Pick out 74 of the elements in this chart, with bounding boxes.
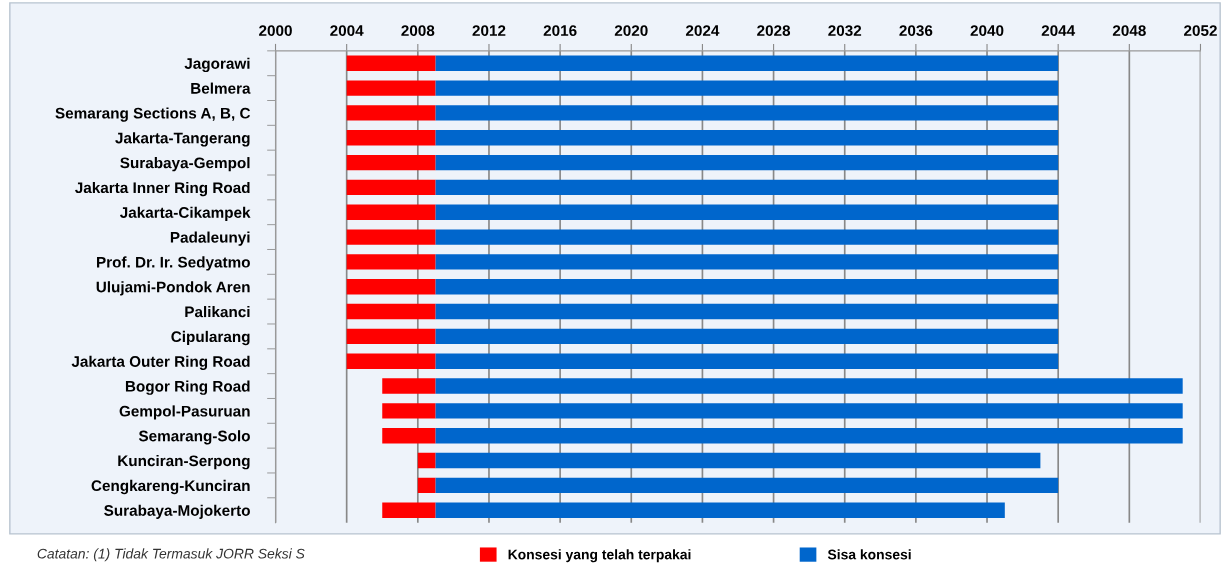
x-tick-label: 2040 — [970, 25, 1004, 37]
bar — [435, 154, 1059, 171]
y-tick-label: Semarang Sections A, B, C — [55, 107, 251, 122]
bar — [435, 204, 1059, 220]
x-tick-label: 2032 — [828, 25, 862, 37]
bar — [346, 55, 436, 71]
x-tick-label: 2052 — [1184, 25, 1217, 37]
bar — [382, 502, 436, 518]
y-tick-label: Gempol-Pasuruan — [119, 405, 250, 420]
y-tick-label: Semarang-Solo — [138, 430, 250, 445]
y-tick-label: Cengkareng-Kunciran — [91, 479, 250, 495]
x-tick-label: 2036 — [899, 25, 933, 37]
text: Catatan: (1) Tidak Termasuk JORR Seksi S — [37, 548, 305, 562]
x-tick-label: 2044 — [1041, 25, 1076, 37]
bar — [435, 105, 1059, 121]
x-tick-label: 2012 — [472, 25, 506, 37]
bar — [346, 303, 436, 320]
bar — [346, 353, 436, 369]
y-tick-label: Cipularang — [171, 330, 250, 346]
y-tick-label: Surabaya-Gempol — [120, 157, 250, 172]
y-tick-label: Jakarta Outer Ring Road — [71, 355, 250, 370]
bar — [346, 229, 436, 245]
bar — [435, 279, 1059, 295]
y-tick-label: Surabaya-Mojokerto — [104, 504, 250, 519]
bar — [435, 229, 1059, 245]
y-tick-label: Jakarta-Cikampek — [119, 206, 251, 221]
bar — [435, 303, 1059, 320]
bar — [435, 55, 1059, 71]
x-tick-label: 2048 — [1112, 25, 1146, 37]
x-tick-label: 2020 — [614, 25, 648, 37]
bar — [346, 204, 436, 220]
y-tick-label: Jakarta Inner Ring Road — [75, 181, 250, 197]
y-tick-label: Jagorawi — [184, 57, 250, 73]
bar — [435, 452, 1041, 469]
legend-label: Konsesi yang telah terpakai — [508, 549, 691, 563]
bar — [435, 80, 1059, 96]
bar — [435, 403, 1183, 419]
x-tick-label: 2016 — [543, 25, 577, 37]
bar — [346, 105, 436, 121]
bar — [346, 254, 436, 270]
bar — [346, 179, 436, 196]
bar — [435, 378, 1183, 394]
bar — [435, 179, 1059, 196]
bar — [417, 477, 436, 494]
y-tick-label: Padaleunyi — [170, 231, 250, 246]
y-tick-label: Prof. Dr. Ir. Sedyatmo — [97, 256, 250, 271]
y-tick-label: Ulujami-Pondok Aren — [96, 281, 250, 296]
bar — [346, 279, 436, 295]
legend-label: Sisa konsesi — [827, 549, 911, 560]
x-tick-label: 2004 — [330, 25, 364, 37]
x-tick-label: 2028 — [757, 25, 791, 37]
bar — [435, 428, 1183, 444]
y-tick-label: Bogor Ring Road — [125, 380, 250, 395]
bar — [346, 328, 436, 345]
x-tick-label: 2024 — [685, 25, 720, 37]
bar — [435, 353, 1059, 369]
x-tick-label: 2008 — [401, 25, 435, 37]
x-tick-label: 2000 — [259, 25, 292, 37]
bar — [346, 80, 436, 96]
bar — [435, 328, 1059, 345]
bar — [382, 403, 436, 419]
bar — [435, 502, 1005, 518]
y-tick-label: Jakarta-Tangerang — [115, 132, 250, 147]
bar — [417, 452, 436, 469]
bar — [435, 130, 1059, 146]
y-tick-label: Kunciran-Serpong — [118, 455, 250, 470]
bar — [382, 378, 436, 394]
bar — [346, 154, 436, 171]
bar — [435, 254, 1059, 270]
bar — [346, 130, 436, 146]
y-tick-label: Belmera — [191, 82, 251, 94]
bar — [435, 477, 1059, 494]
bar — [382, 428, 436, 444]
y-tick-label: Palikanci — [185, 306, 250, 318]
